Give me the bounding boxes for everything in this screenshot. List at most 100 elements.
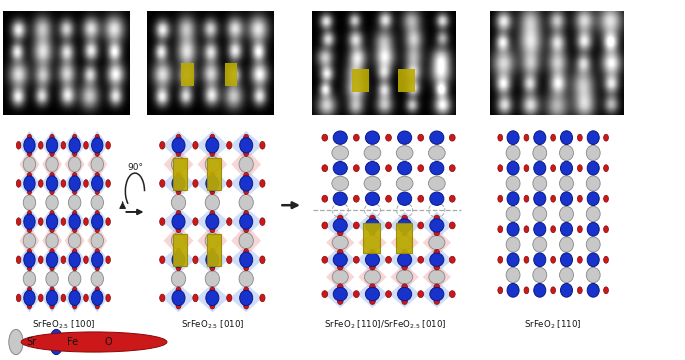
Ellipse shape <box>506 237 520 252</box>
Ellipse shape <box>507 283 519 297</box>
Circle shape <box>353 165 359 172</box>
Circle shape <box>369 263 375 270</box>
Circle shape <box>106 218 110 225</box>
Ellipse shape <box>560 161 573 175</box>
Circle shape <box>227 294 232 302</box>
Circle shape <box>61 218 66 225</box>
Circle shape <box>260 294 265 302</box>
Polygon shape <box>164 225 193 257</box>
Text: SrFeO$_2$ [110]: SrFeO$_2$ [110] <box>524 319 582 331</box>
Polygon shape <box>162 131 195 159</box>
Ellipse shape <box>534 161 546 175</box>
Circle shape <box>401 249 408 256</box>
Ellipse shape <box>239 156 253 172</box>
Ellipse shape <box>47 138 58 153</box>
Circle shape <box>27 301 32 309</box>
Ellipse shape <box>506 176 520 191</box>
Circle shape <box>73 172 77 180</box>
Ellipse shape <box>9 329 23 355</box>
Circle shape <box>369 249 375 256</box>
Ellipse shape <box>365 131 379 144</box>
Polygon shape <box>18 169 40 198</box>
Circle shape <box>449 165 455 172</box>
Circle shape <box>176 172 181 180</box>
Circle shape <box>369 215 375 222</box>
Circle shape <box>551 165 556 172</box>
Circle shape <box>50 134 54 142</box>
Circle shape <box>50 211 54 218</box>
Circle shape <box>176 249 181 256</box>
Polygon shape <box>358 229 386 256</box>
Polygon shape <box>64 246 86 274</box>
Polygon shape <box>86 246 108 274</box>
Circle shape <box>322 291 327 298</box>
Circle shape <box>449 222 455 229</box>
Circle shape <box>337 249 343 256</box>
Bar <box>225 63 237 86</box>
Ellipse shape <box>69 290 80 306</box>
Circle shape <box>418 222 423 229</box>
Polygon shape <box>64 148 85 180</box>
Text: Fe: Fe <box>66 337 78 347</box>
Ellipse shape <box>364 146 381 160</box>
Ellipse shape <box>429 192 444 206</box>
Ellipse shape <box>172 138 185 153</box>
Circle shape <box>95 287 99 294</box>
Ellipse shape <box>24 138 35 153</box>
Ellipse shape <box>333 219 347 232</box>
Circle shape <box>449 256 455 263</box>
Polygon shape <box>423 263 451 291</box>
Ellipse shape <box>68 195 81 210</box>
Circle shape <box>434 229 440 236</box>
Circle shape <box>322 165 327 172</box>
Ellipse shape <box>206 138 219 153</box>
Ellipse shape <box>365 287 379 301</box>
Circle shape <box>244 187 249 194</box>
Ellipse shape <box>206 176 219 191</box>
Ellipse shape <box>239 233 253 249</box>
Ellipse shape <box>47 214 58 229</box>
Ellipse shape <box>172 214 185 229</box>
Ellipse shape <box>91 271 103 287</box>
Ellipse shape <box>240 138 253 153</box>
Ellipse shape <box>587 192 599 206</box>
Ellipse shape <box>587 131 599 144</box>
Circle shape <box>210 287 215 294</box>
Polygon shape <box>42 148 62 180</box>
Bar <box>173 158 188 190</box>
Ellipse shape <box>69 138 80 153</box>
Circle shape <box>449 195 455 202</box>
Polygon shape <box>389 246 420 274</box>
Polygon shape <box>86 207 108 236</box>
Ellipse shape <box>240 290 253 306</box>
Circle shape <box>353 291 359 298</box>
Polygon shape <box>197 148 227 180</box>
Ellipse shape <box>586 176 600 191</box>
Ellipse shape <box>396 176 413 191</box>
Ellipse shape <box>69 214 80 229</box>
Circle shape <box>434 298 440 305</box>
Circle shape <box>434 215 440 222</box>
Circle shape <box>603 256 608 263</box>
Ellipse shape <box>333 192 347 206</box>
Circle shape <box>353 222 359 229</box>
Text: Sr: Sr <box>26 337 36 347</box>
Ellipse shape <box>397 287 412 301</box>
Circle shape <box>369 298 375 305</box>
Ellipse shape <box>507 131 519 144</box>
Ellipse shape <box>333 131 347 144</box>
Ellipse shape <box>364 235 380 250</box>
Ellipse shape <box>534 192 546 206</box>
Circle shape <box>577 195 582 202</box>
Circle shape <box>322 134 327 141</box>
Ellipse shape <box>560 145 573 161</box>
Ellipse shape <box>24 214 35 229</box>
Circle shape <box>50 263 54 271</box>
Polygon shape <box>86 284 108 312</box>
Circle shape <box>95 225 99 233</box>
Ellipse shape <box>171 194 186 211</box>
Ellipse shape <box>49 329 63 355</box>
Circle shape <box>84 141 88 149</box>
Polygon shape <box>389 212 420 239</box>
Circle shape <box>210 211 215 218</box>
